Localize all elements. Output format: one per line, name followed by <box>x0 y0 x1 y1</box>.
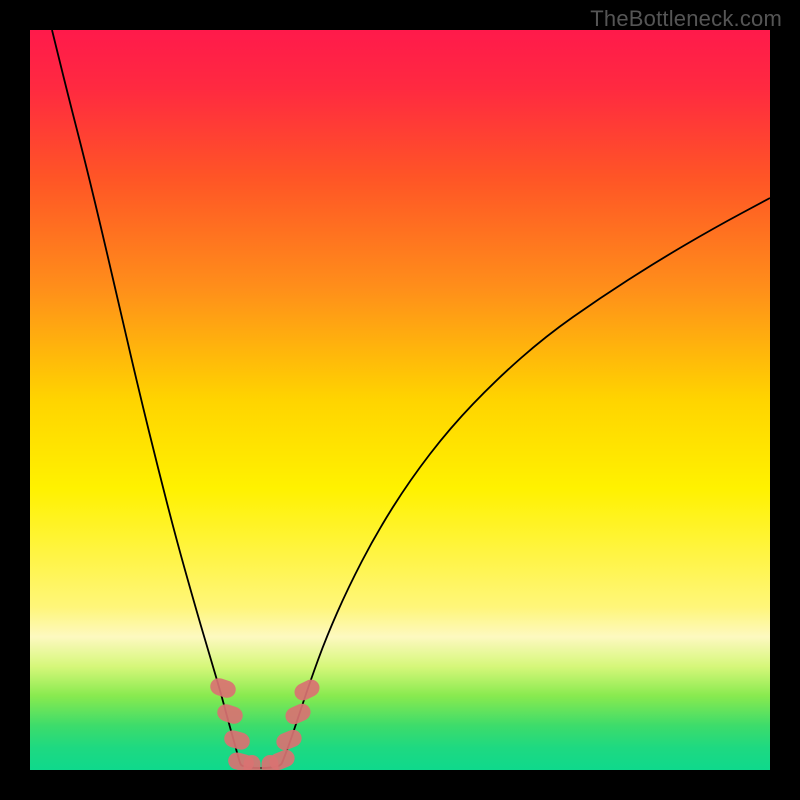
chart-svg <box>0 0 800 800</box>
watermark-text: TheBottleneck.com <box>590 6 782 32</box>
